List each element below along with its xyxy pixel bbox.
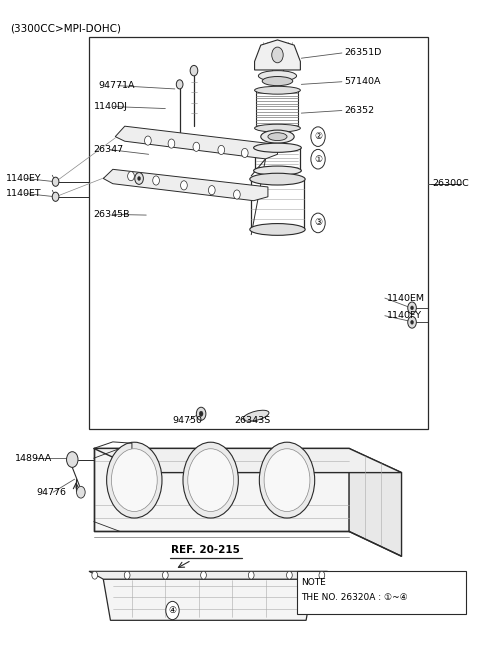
- Circle shape: [176, 80, 183, 89]
- Circle shape: [166, 601, 179, 620]
- Circle shape: [410, 306, 413, 310]
- Text: THE NO. 26320A : ①~④: THE NO. 26320A : ①~④: [301, 593, 408, 602]
- Text: 26345B: 26345B: [94, 210, 130, 219]
- Circle shape: [124, 571, 130, 579]
- Bar: [297, 571, 466, 614]
- Circle shape: [272, 47, 283, 63]
- Text: 1140ET: 1140ET: [5, 189, 41, 198]
- Bar: [89, 37, 428, 429]
- Polygon shape: [103, 170, 268, 200]
- Ellipse shape: [250, 174, 305, 185]
- Circle shape: [218, 145, 225, 155]
- Ellipse shape: [250, 223, 305, 235]
- Circle shape: [180, 181, 187, 190]
- Circle shape: [319, 571, 324, 579]
- Text: 26343S: 26343S: [235, 416, 271, 425]
- Circle shape: [241, 149, 248, 158]
- Circle shape: [311, 149, 325, 169]
- Circle shape: [190, 66, 198, 76]
- Circle shape: [168, 139, 175, 148]
- Text: (3300CC>MPI-DOHC): (3300CC>MPI-DOHC): [10, 24, 121, 33]
- Circle shape: [162, 571, 168, 579]
- Text: 94750: 94750: [172, 416, 203, 425]
- Circle shape: [144, 136, 151, 145]
- Text: 1489AA: 1489AA: [15, 454, 52, 462]
- Polygon shape: [94, 449, 402, 473]
- Circle shape: [259, 442, 315, 518]
- Circle shape: [287, 571, 292, 579]
- Polygon shape: [94, 449, 349, 531]
- Text: 1140EY: 1140EY: [5, 174, 41, 183]
- Ellipse shape: [253, 166, 301, 175]
- Circle shape: [188, 449, 234, 512]
- Circle shape: [67, 452, 78, 468]
- Text: 94776: 94776: [36, 488, 67, 496]
- Ellipse shape: [268, 133, 287, 141]
- Ellipse shape: [254, 124, 300, 132]
- Circle shape: [248, 571, 254, 579]
- Circle shape: [77, 486, 85, 498]
- Circle shape: [199, 411, 203, 417]
- Circle shape: [135, 173, 144, 184]
- Text: ③: ③: [314, 218, 322, 227]
- Circle shape: [92, 571, 97, 579]
- Circle shape: [168, 605, 177, 616]
- Text: 26351D: 26351D: [344, 48, 382, 58]
- Ellipse shape: [243, 410, 269, 421]
- Circle shape: [111, 449, 157, 512]
- Circle shape: [183, 442, 239, 518]
- Circle shape: [311, 213, 325, 233]
- Ellipse shape: [262, 77, 293, 86]
- Text: ①: ①: [314, 155, 322, 164]
- Text: ④: ④: [168, 606, 177, 615]
- Circle shape: [196, 407, 206, 421]
- Circle shape: [264, 449, 310, 512]
- Text: 57140A: 57140A: [344, 77, 381, 86]
- Text: 94771A: 94771A: [98, 81, 135, 90]
- Polygon shape: [115, 126, 277, 159]
- Text: NOTE: NOTE: [301, 578, 326, 587]
- Circle shape: [52, 177, 59, 186]
- Text: ②: ②: [314, 132, 322, 141]
- Circle shape: [311, 127, 325, 147]
- Polygon shape: [89, 571, 327, 579]
- Circle shape: [408, 302, 416, 314]
- Polygon shape: [349, 449, 402, 556]
- Circle shape: [234, 190, 240, 199]
- Circle shape: [107, 442, 162, 518]
- Circle shape: [408, 316, 416, 328]
- Ellipse shape: [261, 130, 294, 143]
- Text: 1140EM: 1140EM: [387, 293, 425, 303]
- Text: 26347: 26347: [94, 145, 124, 154]
- Circle shape: [410, 320, 413, 324]
- Text: 26352: 26352: [344, 106, 374, 115]
- Circle shape: [138, 176, 141, 180]
- Circle shape: [201, 571, 206, 579]
- Ellipse shape: [253, 143, 301, 153]
- Polygon shape: [103, 579, 313, 620]
- Text: REF. 20-215: REF. 20-215: [171, 545, 240, 555]
- Ellipse shape: [254, 86, 300, 94]
- Ellipse shape: [258, 71, 297, 81]
- Text: 1140FY: 1140FY: [387, 311, 422, 320]
- Text: 26300C: 26300C: [432, 179, 469, 188]
- Circle shape: [128, 172, 134, 181]
- Polygon shape: [254, 40, 300, 70]
- Circle shape: [52, 192, 59, 201]
- Circle shape: [208, 185, 215, 195]
- Circle shape: [193, 142, 200, 151]
- Circle shape: [153, 176, 159, 185]
- Text: 1140DJ: 1140DJ: [94, 102, 128, 111]
